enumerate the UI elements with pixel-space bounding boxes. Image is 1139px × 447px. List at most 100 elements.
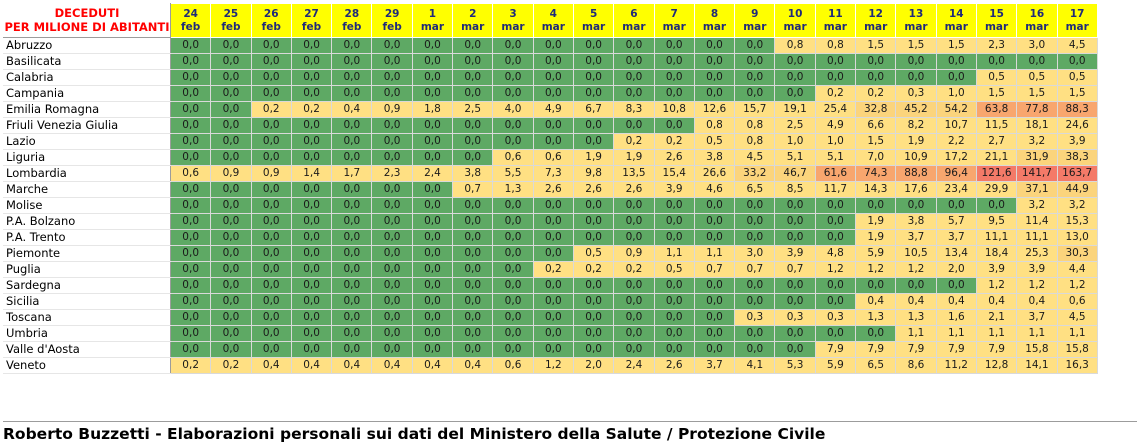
deaths-per-million-table: DECEDUTI PER MILIONE DI ABITANTI 24 feb 25… <box>3 3 1098 374</box>
value-cell: 0,7 <box>693 261 736 278</box>
value-cell: 0,4 <box>331 101 373 118</box>
value-cell: 8,6 <box>895 357 937 374</box>
date-day: 7 <box>670 7 678 20</box>
date-header-cell: 26 feb <box>250 3 292 38</box>
value-cell: 0,0 <box>371 69 413 86</box>
value-cell: 0,4 <box>371 357 413 374</box>
value-cell: 0,0 <box>169 101 212 118</box>
value-cell: 0,2 <box>210 357 252 374</box>
value-cell: 23,4 <box>935 181 977 198</box>
value-cell: 0,0 <box>169 181 212 198</box>
value-cell: 7,9 <box>814 341 857 358</box>
value-cell: 0,0 <box>331 341 373 358</box>
value-cell: 0,0 <box>411 229 454 246</box>
value-cell: 1,5 <box>935 37 977 54</box>
region-name: Toscana <box>3 309 171 326</box>
value-cell: 0,0 <box>250 85 292 102</box>
value-cell: 0,0 <box>492 277 534 294</box>
value-cell: 0,0 <box>452 117 494 134</box>
value-cell: 0,0 <box>532 309 574 326</box>
value-cell: 10,7 <box>935 117 977 134</box>
value-cell: 4,5 <box>734 149 776 166</box>
value-cell: 0,0 <box>855 53 897 70</box>
value-cell: 2,7 <box>975 133 1018 150</box>
value-cell: 0,3 <box>774 309 816 326</box>
table-row: Puglia 0,0 0,0 0,0 0,0 0,0 0,0 0,0 0,0 0,0 0,2 0,2 0… <box>3 261 1098 278</box>
value-cell: 96,4 <box>935 165 977 182</box>
date-month: mar <box>1065 21 1089 33</box>
value-cell: 0,0 <box>693 293 736 310</box>
table-title-line2: PER MILIONE DI ABITANTI <box>4 19 170 34</box>
value-cell: 0,4 <box>452 357 494 374</box>
value-cell: 44,9 <box>1056 181 1098 198</box>
value-cell: 0,0 <box>572 197 615 214</box>
table-row: Sicilia 0,0 0,0 0,0 0,0 0,0 0,0 0,0 0,0 0,0 0,0 0,0… <box>3 293 1098 310</box>
value-cell: 13,5 <box>613 165 655 182</box>
value-cell: 12,6 <box>693 101 736 118</box>
table-body: Abruzzo 0,0 0,0 0,0 0,0 0,0 0,0 0,0 0,0 0,0 0,0 0,0… <box>3 37 1098 374</box>
value-cell: 0,0 <box>210 53 252 70</box>
value-cell: 0,0 <box>250 117 292 134</box>
value-cell: 0,0 <box>210 149 252 166</box>
value-cell: 0,4 <box>935 293 977 310</box>
value-cell: 0,0 <box>331 309 373 326</box>
value-cell: 0,0 <box>613 117 655 134</box>
value-cell: 63,8 <box>975 101 1018 118</box>
date-header-cell: 14 mar <box>935 3 977 38</box>
value-cell: 0,0 <box>1056 53 1098 70</box>
value-cell: 3,0 <box>1016 37 1058 54</box>
value-cell: 1,9 <box>895 133 937 150</box>
date-month: feb <box>382 21 402 33</box>
value-cell: 0,0 <box>452 229 494 246</box>
value-cell: 0,0 <box>250 261 292 278</box>
value-cell: 0,0 <box>371 277 413 294</box>
value-cell: 14,1 <box>1016 357 1058 374</box>
date-month: mar <box>944 21 968 33</box>
value-cell: 0,4 <box>855 293 897 310</box>
value-cell: 2,0 <box>572 357 615 374</box>
value-cell: 14,3 <box>855 181 897 198</box>
value-cell: 0,0 <box>532 117 574 134</box>
value-cell: 2,5 <box>452 101 494 118</box>
value-cell: 7,9 <box>935 341 977 358</box>
value-cell: 15,3 <box>1056 213 1098 230</box>
value-cell: 0,0 <box>653 117 695 134</box>
value-cell: 0,0 <box>331 293 373 310</box>
value-cell: 9,8 <box>572 165 615 182</box>
value-cell: 0,0 <box>290 293 333 310</box>
region-name: Molise <box>3 197 171 214</box>
value-cell: 0,0 <box>774 229 816 246</box>
value-cell: 0,0 <box>895 277 937 294</box>
value-cell: 0,0 <box>532 293 574 310</box>
value-cell: 0,0 <box>210 117 252 134</box>
date-header-cell: 12 mar <box>855 3 897 38</box>
value-cell: 0,0 <box>411 53 454 70</box>
value-cell: 0,0 <box>331 261 373 278</box>
date-month: mar <box>984 21 1009 33</box>
value-cell: 0,0 <box>250 69 292 86</box>
value-cell: 2,5 <box>774 117 816 134</box>
region-name: Piemonte <box>3 245 171 262</box>
value-cell: 0,8 <box>693 117 736 134</box>
value-cell: 0,0 <box>371 309 413 326</box>
value-cell: 7,0 <box>855 149 897 166</box>
value-cell: 0,0 <box>169 53 212 70</box>
value-cell: 1,4 <box>290 165 333 182</box>
value-cell: 5,7 <box>935 213 977 230</box>
date-day: 8 <box>710 7 719 20</box>
value-cell: 2,3 <box>371 165 413 182</box>
date-month: mar <box>662 21 686 33</box>
value-cell: 0,0 <box>693 69 736 86</box>
value-cell: 0,0 <box>532 277 574 294</box>
value-cell: 1,0 <box>935 85 977 102</box>
value-cell: 0,0 <box>331 69 373 86</box>
value-cell: 0,6 <box>492 149 534 166</box>
value-cell: 15,8 <box>1056 341 1098 358</box>
date-month: feb <box>181 21 201 33</box>
value-cell: 0,0 <box>210 277 252 294</box>
value-cell: 0,0 <box>613 325 655 342</box>
table-row: Liguria 0,0 0,0 0,0 0,0 0,0 0,0 0,0 0,0 0,6 0,6 1,9… <box>3 149 1098 166</box>
value-cell: 2,4 <box>613 357 655 374</box>
value-cell: 0,0 <box>814 69 857 86</box>
value-cell: 0,6 <box>1056 293 1098 310</box>
